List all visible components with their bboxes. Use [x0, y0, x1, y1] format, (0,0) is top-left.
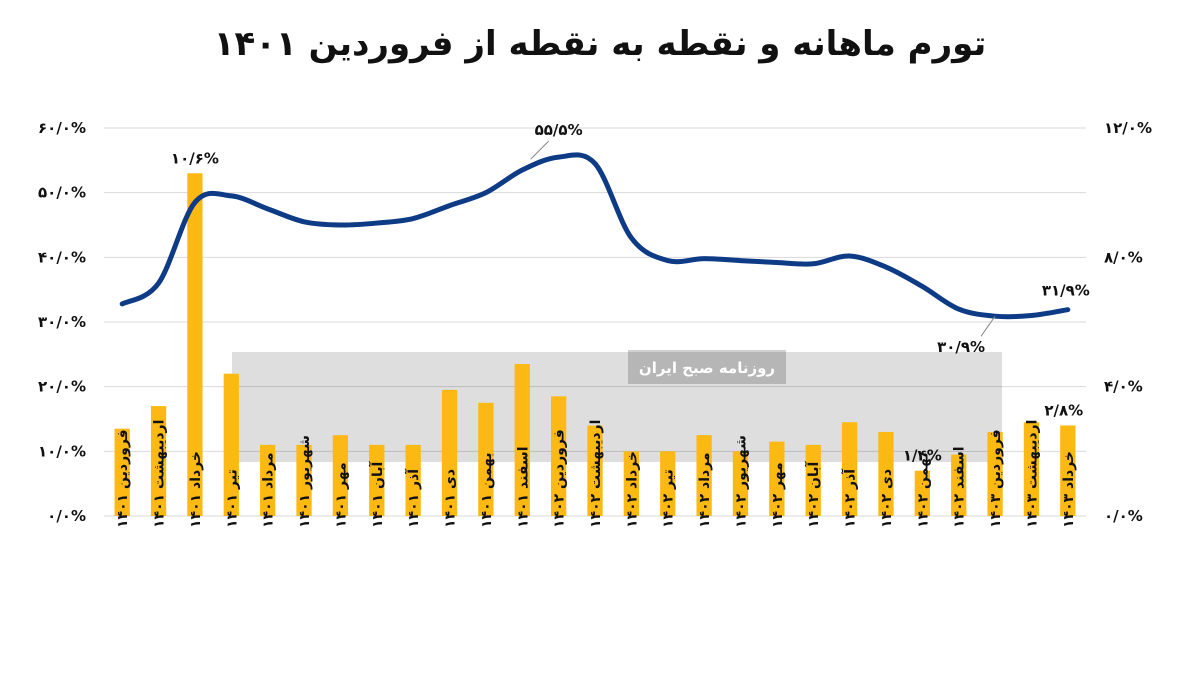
y-axis-left: ۰/۰% ۱۰/۰% ۲۰/۰% ۳۰/۰% ۴۰/۰% ۵۰/۰% ۶۰/۰%: [38, 119, 86, 525]
bar: [841, 422, 858, 516]
y-left-tick-label: ۴۰/۰%: [38, 248, 86, 266]
x-tick-label: مرداد ۱۴۰۱: [261, 452, 277, 528]
y-right-tick-label: ۱۲/۰%: [1104, 119, 1152, 137]
bar: [587, 425, 603, 516]
annotation-leader: [980, 315, 996, 337]
y-left-tick-label: ۰/۰%: [47, 507, 86, 525]
x-tick-label: مهر ۱۴۰۱: [333, 462, 349, 528]
y-right-tick-label: ۸/۰%: [1104, 248, 1143, 266]
y-left-tick-label: ۳۰/۰%: [38, 313, 86, 331]
bar: [550, 396, 567, 516]
annotation-leader: [530, 140, 549, 160]
watermark: روزنامه صبح ایران: [232, 350, 1002, 462]
x-tick-label: شهریور ۱۴۰۱: [297, 435, 313, 528]
x-tick-label: دی ۱۴۰۲: [879, 469, 895, 528]
x-tick-label: اردیبهشت ۱۴۰۱: [152, 420, 168, 528]
y-axis-right: ۰/۰% ۴/۰% ۸/۰% ۱۲/۰%: [1104, 119, 1152, 525]
y-right-tick-label: ۰/۰%: [1104, 507, 1143, 525]
data-label: ۳۰/۹%: [937, 338, 985, 356]
data-label: ۱/۴%: [903, 447, 942, 465]
bar: [987, 431, 1003, 516]
x-tick-label: خرداد ۱۴۰۲: [624, 451, 640, 528]
bar: [150, 406, 167, 516]
y-right-tick-label: ۴/۰%: [1104, 378, 1143, 396]
x-tick-label: اردیبهشت ۱۴۰۳: [1024, 420, 1040, 528]
x-tick-label: اسفند ۱۴۰۱: [515, 446, 531, 528]
x-tick-label: آذر ۱۴۰۲: [841, 468, 859, 528]
bar: [478, 402, 494, 516]
x-tick-label: شهریور ۱۴۰۲: [733, 435, 749, 528]
bar-series: [114, 173, 1076, 516]
data-label: ۳۱/۹%: [1042, 282, 1090, 300]
bar: [260, 444, 276, 516]
x-tick-label: مهر ۱۴۰۲: [770, 462, 786, 528]
bar: [805, 444, 821, 516]
bar: [878, 431, 894, 516]
y-left-tick-label: ۶۰/۰%: [38, 119, 86, 137]
x-tick-label: خرداد ۱۴۰۳: [1061, 451, 1077, 528]
line-series: [119, 152, 1071, 320]
bar: [732, 451, 749, 516]
y-left-tick-label: ۲۰/۰%: [38, 378, 86, 396]
bar: [1023, 422, 1040, 516]
x-tick-label: خرداد ۱۴۰۱: [188, 451, 204, 528]
data-label: ۲/۸%: [1044, 401, 1083, 419]
bar: [623, 451, 640, 516]
data-label: ۵۵/۵%: [535, 121, 583, 139]
bar: [514, 364, 530, 516]
bar: [405, 444, 421, 516]
bar: [1060, 425, 1076, 516]
bar: [369, 444, 385, 516]
watermark-text: روزنامه صبح ایران: [639, 359, 775, 377]
x-tick-label: فروردین ۱۴۰۳: [988, 429, 1004, 528]
bar: [441, 389, 458, 516]
watermark-badge: [628, 350, 786, 384]
bar: [951, 454, 967, 516]
y-left-tick-label: ۱۰/۰%: [38, 442, 86, 460]
x-tick-label: دی ۱۴۰۱: [443, 469, 459, 528]
data-label: ۱۰/۶%: [171, 149, 219, 167]
bar: [223, 373, 239, 516]
x-tick-label: بهمن ۱۴۰۱: [479, 452, 495, 528]
bar: [296, 444, 312, 516]
x-tick-label: آذر ۱۴۰۱: [404, 468, 422, 528]
watermark-band: [232, 352, 1002, 462]
line-path: [119, 152, 1071, 320]
bar: [187, 173, 203, 516]
y-left-tick-label: ۵۰/۰%: [38, 184, 86, 202]
chart-title: تورم ماهانه و نقطه به نقطه از فروردین ۱۴…: [213, 24, 987, 64]
x-tick-label: فروردین ۱۴۰۱: [115, 429, 131, 528]
x-tick-label: فروردین ۱۴۰۲: [552, 429, 568, 528]
bar: [332, 435, 349, 516]
bar: [769, 441, 785, 516]
x-tick-label: بهمن ۱۴۰۲: [915, 452, 931, 528]
bar: [114, 428, 130, 516]
x-axis: فروردین ۱۴۰۱ اردیبهشت ۱۴۰۱ خرداد ۱۴۰۱ تیر ۱…: [115, 420, 1077, 528]
x-tick-label: تیر ۱۴۰۱: [224, 469, 240, 528]
bar: [696, 435, 712, 516]
x-tick-label: اسفند ۱۴۰۲: [952, 446, 968, 528]
x-tick-label: اردیبهشت ۱۴۰۲: [588, 420, 604, 528]
bar: [914, 470, 930, 516]
annotations: ۱۰/۶% ۵۵/۵% ۱/۴% ۳۰/۹% ۲/۸% ۳۱/۹%: [171, 121, 1090, 465]
x-tick-label: تیر ۱۴۰۲: [661, 469, 677, 528]
x-tick-label: مرداد ۱۴۰۲: [697, 452, 713, 528]
bar: [660, 451, 676, 516]
x-tick-label: آبان ۱۴۰۱: [368, 460, 386, 528]
x-tick-label: آبان ۱۴۰۲: [804, 460, 822, 528]
